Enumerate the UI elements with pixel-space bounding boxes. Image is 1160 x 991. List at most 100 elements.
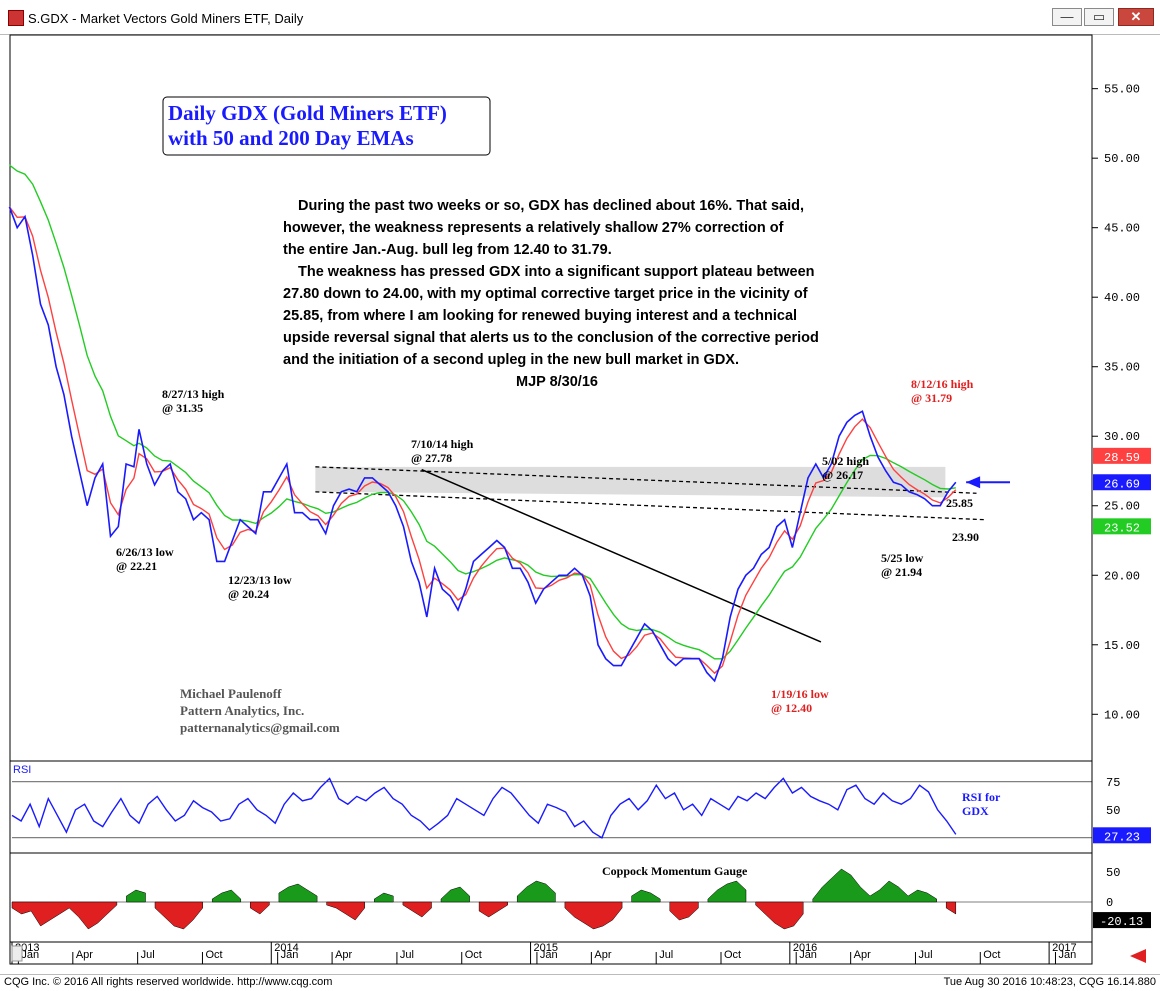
signature: MJP 8/30/16	[516, 374, 598, 390]
price-tag-label: 26.69	[1104, 477, 1140, 491]
annotation-layer: 8/27/13 high@ 31.35 6/26/13 low@ 22.21 12/…	[116, 377, 1010, 715]
coppock-tick-label: 50	[1106, 866, 1120, 880]
commentary-line-4: The weakness has pressed GDX into a sign…	[298, 264, 815, 280]
price-series-line	[8, 206, 957, 683]
arrow-head-icon	[966, 476, 981, 489]
coppock-positive-area	[278, 883, 318, 903]
year-tick-label: 2014	[274, 942, 298, 954]
restore-icon: ▭	[1092, 9, 1106, 24]
month-tick-label: Jan	[1058, 949, 1076, 961]
chart-title-line-2: with 50 and 200 Day EMAs	[168, 126, 414, 150]
price-tick-label: 45.00	[1104, 222, 1140, 236]
month-tick-label: Jul	[659, 949, 673, 961]
support-zone-layer	[315, 466, 985, 643]
window-title: S.GDX - Market Vectors Gold Miners ETF, …	[28, 11, 304, 26]
month-tick-label: Jan	[799, 949, 817, 961]
minimize-button[interactable]: —	[1052, 8, 1082, 26]
rsi-side-label: RSI for	[962, 790, 1001, 804]
commentary-line-2: however, the weakness represents a relat…	[283, 220, 784, 236]
coppock-positive-area	[631, 889, 661, 903]
year-tick-label: 2015	[534, 942, 558, 954]
coppock-label: Coppock Momentum Gauge	[602, 864, 748, 878]
scroll-right-arrow-icon[interactable]	[1130, 949, 1146, 963]
month-tick-label: Jan	[21, 949, 39, 961]
ema-50-line	[8, 206, 957, 675]
rsi-panel	[9, 760, 1093, 854]
coppock-positive-area	[211, 889, 242, 903]
close-button[interactable]: ✕	[1118, 8, 1154, 26]
annotation-label: @ 22.21	[116, 559, 157, 573]
rsi-line	[11, 777, 957, 839]
minimize-icon: —	[1060, 9, 1074, 24]
price-tick-label: 15.00	[1104, 639, 1140, 653]
price-tag-box	[1093, 518, 1151, 535]
coppock-positive-area	[126, 889, 146, 903]
price-tag-box	[1093, 474, 1151, 491]
coppock-negative-area	[669, 901, 699, 921]
coppock-positive-area	[516, 880, 556, 903]
coppock-negative-area	[326, 901, 365, 921]
month-tick-label: Oct	[465, 949, 482, 961]
annotation-label: 8/27/13 high	[162, 387, 225, 401]
commentary-line-1: During the past two weeks or so, GDX has…	[298, 198, 804, 214]
author-name: Michael Paulenoff	[180, 686, 282, 701]
commentary-line-7: upside reversal signal that alerts us to…	[283, 330, 819, 346]
month-tick-label: Jan	[281, 949, 299, 961]
commentary-line-8: and the initiation of a second upleg in …	[283, 352, 739, 368]
annotation-label: 12/23/13 low	[228, 573, 292, 587]
rsi-tag-label: 27.23	[1104, 830, 1140, 844]
price-tag-label: 28.59	[1104, 451, 1140, 465]
downtrend-line	[421, 468, 822, 643]
price-tick-label: 10.00	[1104, 708, 1140, 722]
coppock-tick-label: 0	[1106, 896, 1113, 910]
price-panel	[9, 34, 1093, 762]
annotation-label: @ 21.94	[881, 565, 922, 579]
coppock-negative-area	[11, 901, 118, 930]
support-zone	[315, 466, 946, 498]
rsi-side-label: GDX	[962, 804, 989, 818]
annotation-label: @ 31.35	[162, 401, 203, 415]
year-tick-label: 2016	[793, 942, 817, 954]
rsi-label: RSI	[13, 764, 31, 776]
annotation-label: 5/25 low	[881, 551, 924, 565]
annotation-label: @ 27.78	[411, 451, 452, 465]
title-box	[162, 96, 491, 156]
upper-dashed-support-line	[315, 466, 977, 494]
annotation-label: 5/02 high	[822, 454, 869, 468]
price-tick-label: 40.00	[1104, 291, 1140, 305]
commentary-block: During the past two weeks or so, GDX has…	[283, 198, 819, 390]
month-tick-label: Jul	[400, 949, 414, 961]
ema-200-line	[8, 164, 956, 660]
month-tick-label: Jul	[141, 949, 155, 961]
footer-timestamp: Tue Aug 30 2016 10:48:23, CQG 16.14.880	[943, 976, 1156, 988]
coppock-positive-area	[812, 868, 937, 903]
price-tick-label: 50.00	[1104, 152, 1140, 166]
price-tag-box	[1093, 447, 1151, 464]
price-tag-label: 23.52	[1104, 521, 1140, 535]
price-tick-label: 20.00	[1104, 569, 1140, 583]
window-titlebar: S.GDX - Market Vectors Gold Miners ETF, …	[0, 0, 1160, 35]
annotation-label: 1/19/16 low	[771, 687, 829, 701]
author-company: Pattern Analytics, Inc.	[180, 703, 304, 718]
month-tick-label: Apr	[335, 949, 352, 961]
year-tick-label: 2017	[1052, 942, 1076, 954]
annotation-label: @ 12.40	[771, 701, 812, 715]
annotation-label: 8/12/16 high	[911, 377, 974, 391]
month-tick-label: Apr	[594, 949, 611, 961]
month-tick-label: Jan	[540, 949, 558, 961]
author-block: Michael Paulenoff Pattern Analytics, Inc…	[180, 686, 340, 735]
coppock-tag-box	[1093, 912, 1151, 929]
annotation-label: @ 26.17	[822, 468, 863, 482]
restore-button[interactable]: ▭	[1084, 8, 1114, 26]
commentary-line-6: 25.85, from where I am looking for renew…	[283, 308, 797, 324]
axis-layer: 55.00 50.00 45.00 40.00 35.00 30.00 25.00 20.00…	[1092, 83, 1151, 722]
coppock-negative-area	[478, 901, 508, 918]
scroll-left-handle[interactable]	[11, 945, 23, 962]
commentary-line-5: 27.80 down to 24.00, with my optimal cor…	[283, 286, 808, 302]
close-icon: ✕	[1130, 9, 1142, 24]
annotation-label: 7/10/14 high	[411, 437, 474, 451]
rsi-tick-label: 50	[1106, 804, 1120, 818]
